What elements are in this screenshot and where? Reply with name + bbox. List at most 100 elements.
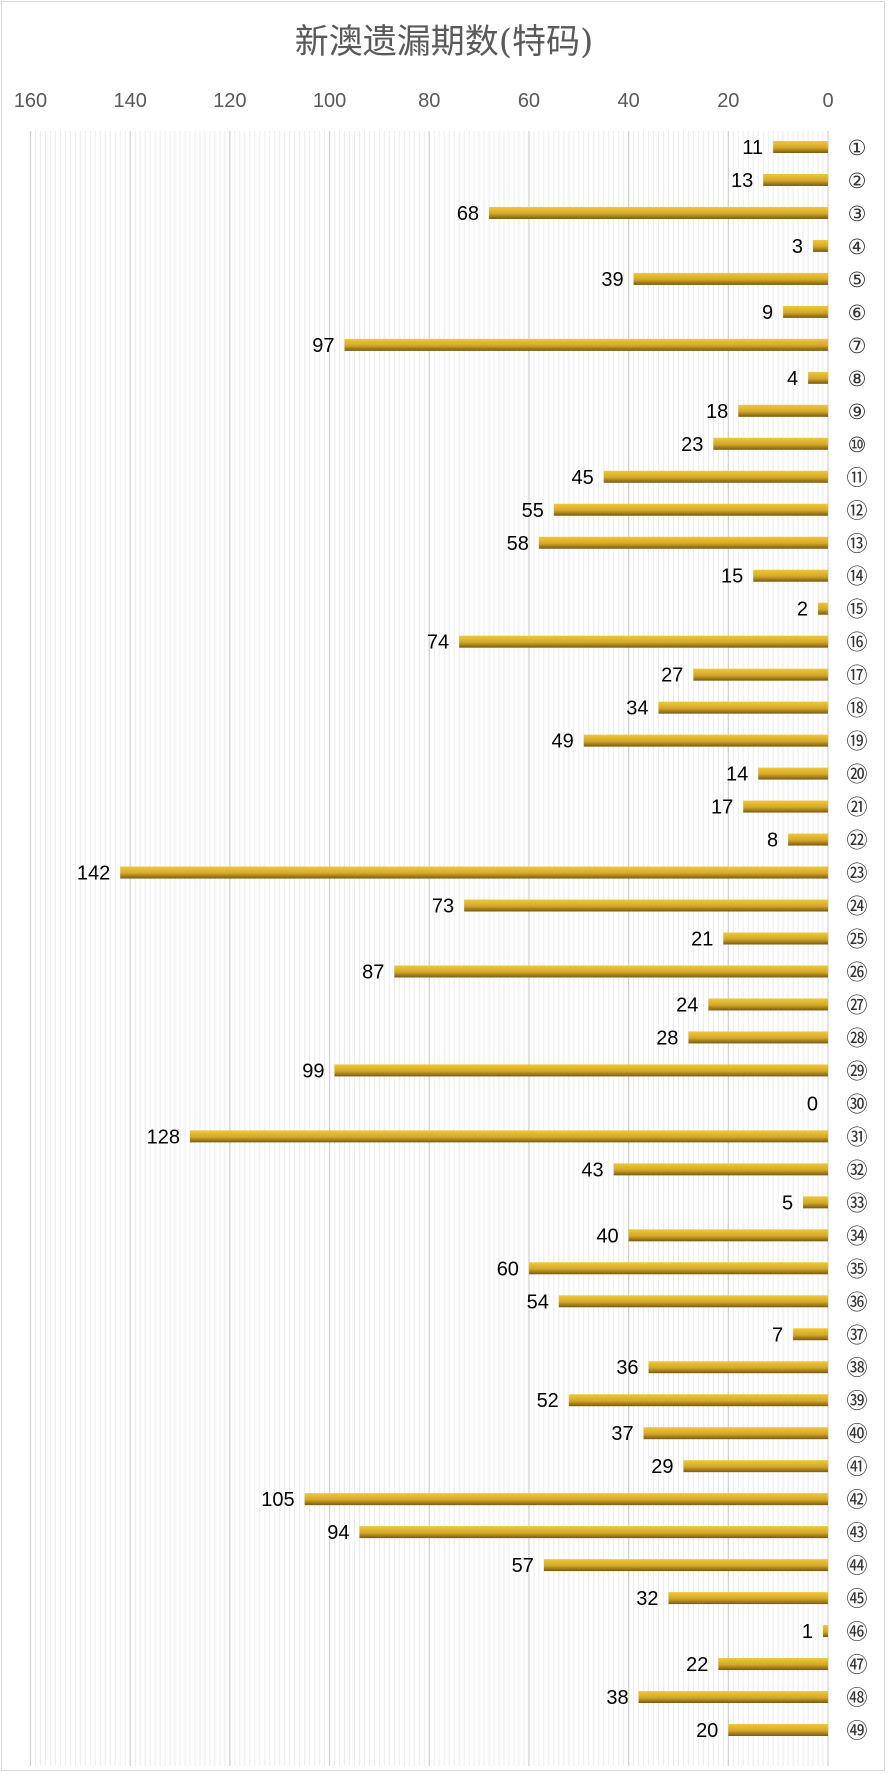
category-label: ㊽ xyxy=(847,1686,868,1710)
x-tick-label: 20 xyxy=(717,90,739,112)
data-label: 37 xyxy=(611,1423,633,1445)
bar xyxy=(190,1130,828,1143)
category-label: ⑩ xyxy=(848,433,867,457)
data-label: 32 xyxy=(636,1588,658,1610)
category-label: ㉔ xyxy=(847,895,868,919)
category-label: ㉟ xyxy=(847,1257,868,1281)
bar xyxy=(568,1394,828,1407)
category-label: ㉖ xyxy=(847,960,868,984)
category-label: ⑲ xyxy=(847,730,868,754)
x-tick-label: 100 xyxy=(313,90,346,112)
category-label: ㊼ xyxy=(847,1653,868,1677)
bar xyxy=(553,503,828,516)
data-label: 14 xyxy=(726,764,748,786)
category-label: ④ xyxy=(848,235,867,259)
data-label: 23 xyxy=(681,434,703,456)
data-label: 1 xyxy=(802,1621,813,1643)
data-label: 58 xyxy=(507,533,529,555)
bar xyxy=(628,1229,828,1242)
bar xyxy=(773,141,828,153)
data-label: 15 xyxy=(721,566,743,588)
category-label: ㉑ xyxy=(847,796,868,820)
bar xyxy=(583,734,828,747)
category-label: ㊱ xyxy=(847,1290,868,1314)
data-label: 99 xyxy=(302,1060,324,1082)
data-label: 55 xyxy=(522,500,544,522)
category-label: ⑧ xyxy=(848,367,867,391)
category-label: ㊲ xyxy=(847,1323,868,1347)
category-label: ㉕ xyxy=(847,928,868,952)
bar xyxy=(813,239,828,252)
bar xyxy=(643,1427,828,1440)
bar xyxy=(728,1724,828,1736)
bar xyxy=(359,1526,828,1539)
data-label: 5 xyxy=(782,1192,793,1214)
bar xyxy=(693,668,828,681)
x-tick-label: 120 xyxy=(213,90,246,112)
category-label: ㊷ xyxy=(847,1488,868,1512)
bar xyxy=(543,1559,828,1572)
bar xyxy=(738,404,828,417)
data-label: 17 xyxy=(711,797,733,819)
bar xyxy=(658,701,828,714)
category-label: ⑮ xyxy=(847,598,868,622)
bar xyxy=(528,1262,828,1275)
data-label: 2 xyxy=(797,599,808,621)
data-label: 13 xyxy=(731,170,753,192)
category-label: ㊵ xyxy=(847,1422,868,1446)
bar xyxy=(818,602,828,615)
category-label: ㊸ xyxy=(847,1521,868,1545)
category-label: ⑪ xyxy=(847,466,868,490)
data-label: 20 xyxy=(696,1720,718,1742)
category-label: ㊴ xyxy=(847,1389,868,1413)
category-label: ㊹ xyxy=(847,1554,868,1578)
bar xyxy=(464,899,828,912)
category-label: ㉚ xyxy=(847,1092,868,1116)
bar xyxy=(344,338,828,351)
bar xyxy=(713,437,828,450)
bar xyxy=(763,173,828,186)
data-label: 7 xyxy=(772,1324,783,1346)
data-label: 39 xyxy=(601,269,623,291)
category-label: ⑳ xyxy=(847,763,868,787)
data-label: 73 xyxy=(432,896,454,918)
category-label: ㊻ xyxy=(847,1620,868,1644)
data-label: 87 xyxy=(362,961,384,983)
data-label: 36 xyxy=(616,1357,638,1379)
bar xyxy=(803,1196,828,1209)
bar xyxy=(723,932,828,945)
bar xyxy=(394,965,828,978)
category-label: ⑭ xyxy=(847,565,868,589)
chart-title: 新澳遗漏期数(特码) xyxy=(294,22,594,62)
data-label: 54 xyxy=(527,1291,549,1313)
category-label: ⑤ xyxy=(848,268,867,292)
data-label: 49 xyxy=(552,731,574,753)
data-label: 142 xyxy=(77,863,110,885)
data-label: 105 xyxy=(261,1489,294,1511)
data-label: 52 xyxy=(537,1390,559,1412)
data-label: 60 xyxy=(497,1258,519,1280)
data-label: 27 xyxy=(661,665,683,687)
bar xyxy=(334,1064,828,1077)
bar xyxy=(459,635,828,648)
x-tick-label: 160 xyxy=(14,90,47,112)
data-label: 18 xyxy=(706,401,728,423)
bar xyxy=(538,536,828,549)
category-label: ① xyxy=(848,136,867,160)
data-label: 29 xyxy=(651,1456,673,1478)
data-label: 97 xyxy=(312,335,334,357)
data-label: 24 xyxy=(676,994,698,1016)
bar xyxy=(558,1295,828,1308)
bar xyxy=(648,1361,828,1374)
category-label: ㉞ xyxy=(847,1224,868,1248)
bar xyxy=(668,1592,828,1605)
x-tick-label: 0 xyxy=(822,90,833,112)
bar xyxy=(793,1328,828,1341)
bar xyxy=(603,470,828,483)
data-label: 0 xyxy=(807,1093,818,1115)
category-label: ㉒ xyxy=(847,829,868,853)
data-label: 22 xyxy=(686,1654,708,1676)
category-label: ㉘ xyxy=(847,1026,868,1050)
bar xyxy=(743,800,828,813)
